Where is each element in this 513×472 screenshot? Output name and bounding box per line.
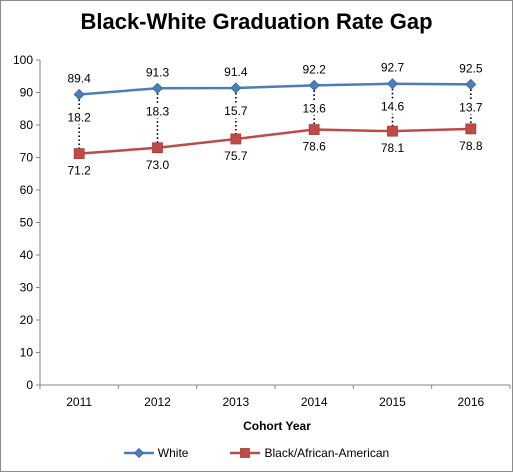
y-tick-label: 10 xyxy=(20,346,34,360)
data-label-black: 78.8 xyxy=(459,139,483,153)
data-point-black xyxy=(152,142,163,154)
y-tick-label: 40 xyxy=(20,248,34,262)
square-marker-icon xyxy=(230,448,261,458)
data-label-black: 78.6 xyxy=(302,140,326,154)
y-tick-label: 100 xyxy=(13,53,33,67)
data-point-white xyxy=(73,88,85,101)
series-markers xyxy=(73,78,477,160)
gap-label: 18.3 xyxy=(146,104,170,118)
x-axis-label: Cohort Year xyxy=(243,419,311,433)
gap-label-background xyxy=(65,110,94,125)
gap-label: 14.6 xyxy=(381,100,405,114)
gap-label-background xyxy=(143,104,172,119)
series-lines xyxy=(79,82,471,155)
data-label-black: 71.2 xyxy=(67,164,91,178)
legend-item-black: Black/African-American xyxy=(230,446,389,460)
data-point-black xyxy=(465,123,477,135)
y-tick-label: 30 xyxy=(20,281,34,295)
gap-label-background xyxy=(378,99,407,114)
x-tick-label: 2015 xyxy=(379,395,406,409)
x-tick-label: 2016 xyxy=(457,395,484,409)
y-tick-label: 0 xyxy=(26,378,33,392)
x-tick-label: 2014 xyxy=(301,395,328,409)
legend-label-white: White xyxy=(157,446,189,460)
data-point-black xyxy=(73,148,85,160)
y-tick-label: 80 xyxy=(20,118,34,132)
gap-label: 13.6 xyxy=(302,101,326,115)
y-tick-label: 20 xyxy=(20,313,34,327)
data-label-white: 91.3 xyxy=(146,65,170,79)
data-point-black xyxy=(308,124,320,135)
series-line-white xyxy=(79,82,471,96)
data-label-black: 73.0 xyxy=(146,158,170,172)
gap-label: 13.7 xyxy=(459,100,483,114)
data-label-white: 92.2 xyxy=(302,62,326,76)
y-tick-label: 50 xyxy=(20,216,34,230)
legend: White Black/African-American xyxy=(0,444,513,462)
data-label-white: 91.4 xyxy=(224,65,248,79)
gap-label: 15.7 xyxy=(224,104,248,118)
gap-label-background xyxy=(221,103,250,118)
axes: 0 10 20 30 40 50 60 70 80 90 100 2011 2012 2013 2014 20… xyxy=(13,53,511,409)
chart-title: Black-White Graduation Rate Gap xyxy=(80,9,433,34)
data-point-white xyxy=(465,78,477,90)
data-label-white: 92.7 xyxy=(381,61,405,75)
legend-item-white: White xyxy=(123,446,189,460)
data-point-white xyxy=(151,82,164,94)
data-point-black xyxy=(387,125,398,137)
data-labels: 89.4 91.3 91.4 92.2 92.7 92.5 71.2 73.0 75.7 78.6… xyxy=(65,61,485,178)
data-label-white: 92.5 xyxy=(459,61,483,75)
gap-label-background xyxy=(456,100,485,115)
x-tick-label: 2013 xyxy=(222,395,249,409)
x-tick-label: 2011 xyxy=(66,395,92,409)
y-tick-label: 90 xyxy=(20,86,34,100)
data-point-white xyxy=(386,78,399,90)
data-label-white: 89.4 xyxy=(67,71,91,85)
data-point-white xyxy=(230,82,242,94)
legend-label-black: Black/African-American xyxy=(264,446,390,460)
gap-label: 18.2 xyxy=(67,110,91,124)
gap-label-background xyxy=(300,101,329,116)
x-tick-label: 2012 xyxy=(144,395,171,409)
data-point-black xyxy=(230,133,242,145)
series-line-black xyxy=(79,127,471,155)
y-tick-label: 60 xyxy=(20,183,34,197)
gap-lines xyxy=(78,88,472,149)
y-tick-label: 70 xyxy=(20,151,34,165)
data-point-white xyxy=(308,79,320,91)
data-label-black: 78.1 xyxy=(381,141,405,155)
data-label-black: 75.7 xyxy=(224,149,248,163)
diamond-marker-icon xyxy=(123,447,154,459)
